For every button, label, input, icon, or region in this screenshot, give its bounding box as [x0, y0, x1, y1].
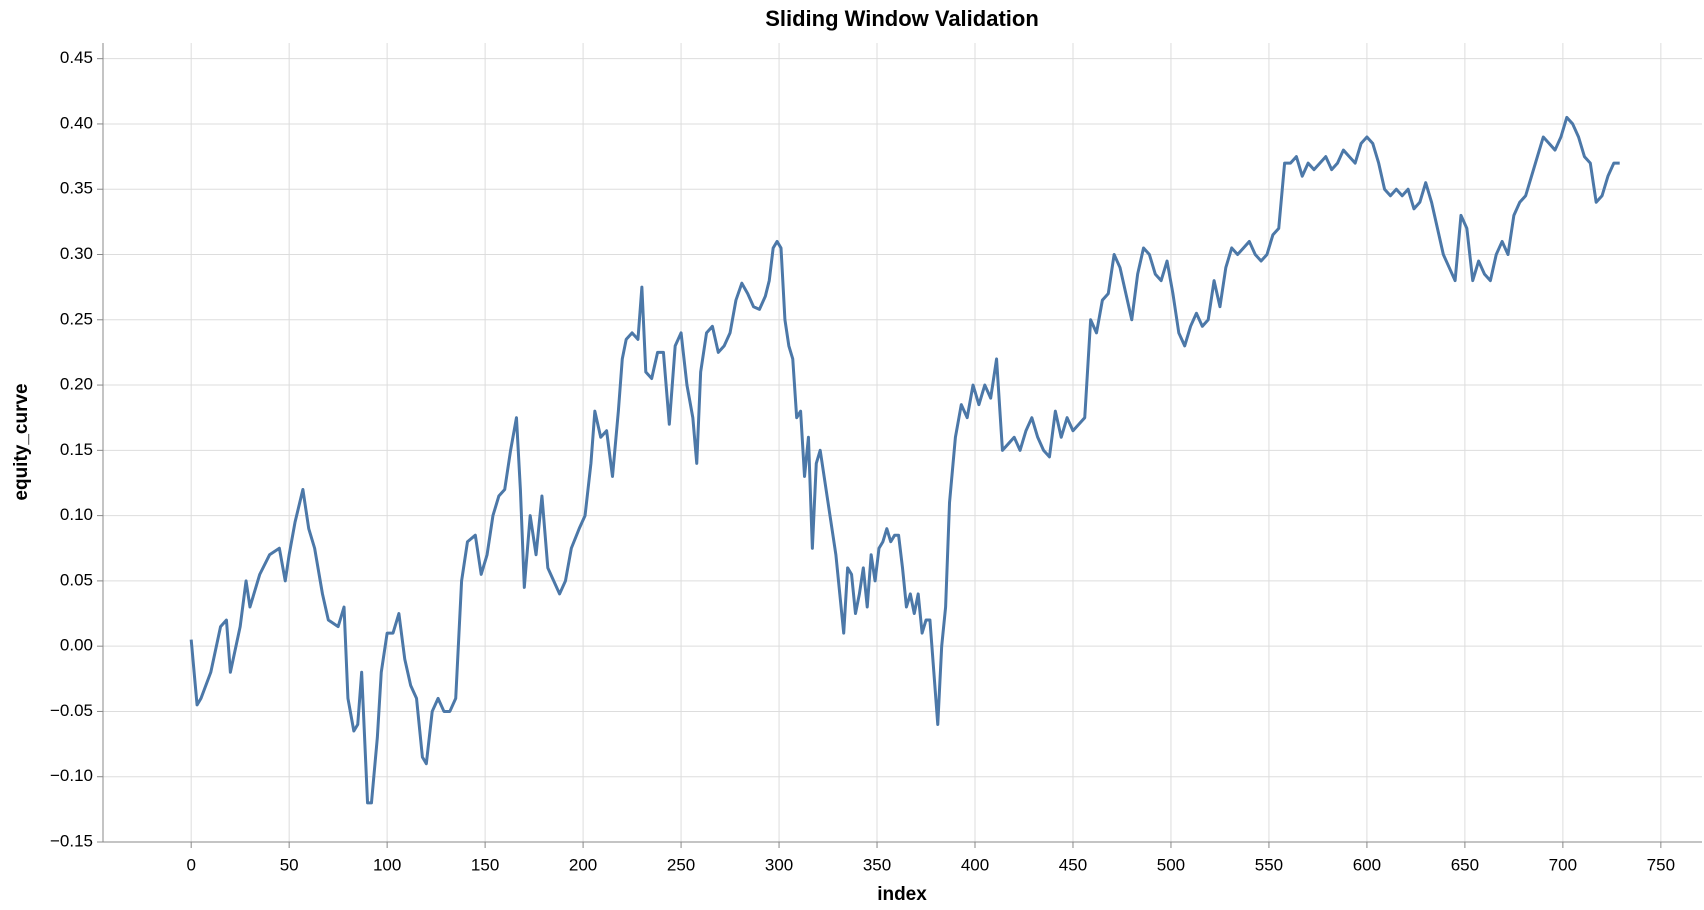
- y-tick-label: 0.30: [60, 244, 93, 263]
- x-axis-title: index: [877, 884, 927, 905]
- x-tick-label: 550: [1255, 855, 1283, 874]
- y-tick-label: 0.10: [60, 505, 93, 524]
- x-tick-label: 600: [1353, 855, 1381, 874]
- x-tick-label: 100: [373, 855, 401, 874]
- x-tick-label: 650: [1451, 855, 1479, 874]
- y-tick-label: 0.05: [60, 570, 93, 589]
- x-tick-label: 500: [1157, 855, 1185, 874]
- y-tick-label: −0.10: [50, 766, 93, 785]
- y-tick-label: 0.40: [60, 113, 93, 132]
- y-tick-label: 0.15: [60, 440, 93, 459]
- x-tick-label: 400: [961, 855, 989, 874]
- y-tick-label: −0.05: [50, 701, 93, 720]
- y-axis-title: equity_curve: [11, 383, 32, 500]
- chart-title: Sliding Window Validation: [765, 6, 1039, 31]
- x-tick-label: 300: [765, 855, 793, 874]
- x-tick-label: 0: [186, 855, 195, 874]
- y-tick-label: −0.15: [50, 831, 93, 850]
- x-tick-label: 450: [1059, 855, 1087, 874]
- x-tick-label: 250: [667, 855, 695, 874]
- data-line: [189, 115, 1620, 805]
- grid: [103, 43, 1702, 843]
- x-tick-label: 700: [1549, 855, 1577, 874]
- x-tick-label: 350: [863, 855, 891, 874]
- y-tick-label: 0.45: [60, 48, 93, 67]
- x-tick-label: 150: [471, 855, 499, 874]
- y-tick-label: 0.00: [60, 636, 93, 655]
- y-tick-label: 0.25: [60, 309, 93, 328]
- x-tick-label: 750: [1647, 855, 1675, 874]
- y-tick-label: 0.35: [60, 179, 93, 198]
- x-tick-label: 50: [280, 855, 299, 874]
- y-tick-label: 0.20: [60, 375, 93, 394]
- x-tick-label: 200: [569, 855, 597, 874]
